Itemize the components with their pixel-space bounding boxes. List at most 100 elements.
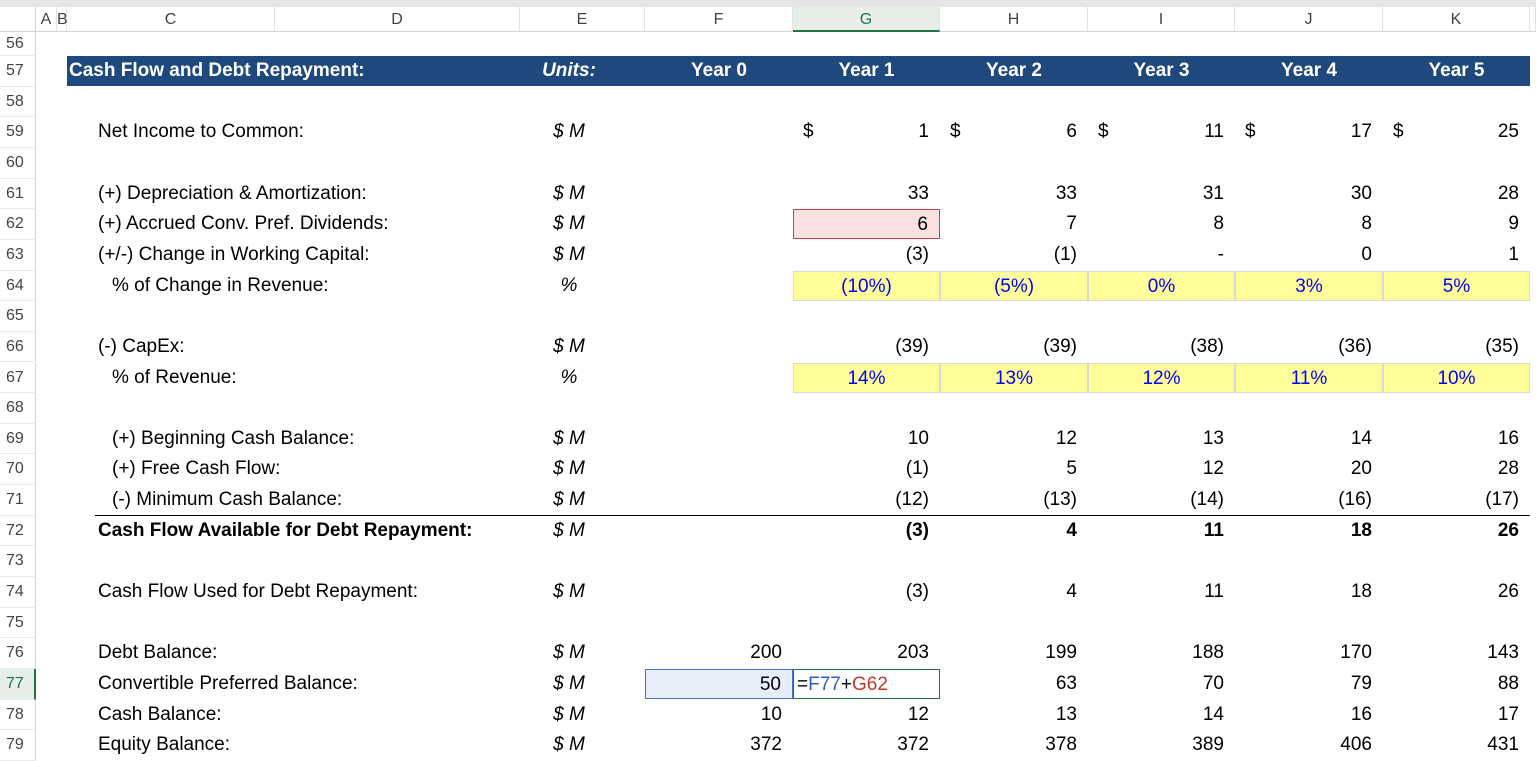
value-cell-F76[interactable]: 200 [750, 642, 782, 664]
value-cell-H71[interactable]: (13) [1043, 489, 1077, 511]
column-header-D[interactable]: D [275, 7, 520, 32]
value-cell-I61[interactable]: 31 [1202, 182, 1224, 204]
row-header-71[interactable]: 71 [0, 485, 36, 516]
column-header-J[interactable]: J [1235, 7, 1383, 32]
value-cell-F78[interactable]: 10 [760, 703, 782, 725]
value-cell-K76[interactable]: 143 [1487, 642, 1519, 664]
value-cell-J67[interactable]: 11% [1235, 362, 1383, 393]
value-cell-I64[interactable]: 0% [1088, 270, 1235, 301]
value-cell-J66[interactable]: (36) [1338, 335, 1372, 357]
row-header-66[interactable]: 66 [0, 331, 36, 363]
value-cell-K63[interactable]: 1 [1508, 243, 1519, 265]
value-cell-I77[interactable]: 70 [1202, 673, 1224, 694]
row-header-78[interactable]: 78 [0, 699, 36, 731]
value-cell-I72[interactable]: 11 [1203, 519, 1224, 541]
value-cell-K74[interactable]: 26 [1497, 581, 1519, 603]
column-header-E[interactable]: E [520, 7, 645, 32]
select-all-corner[interactable] [0, 7, 36, 32]
row-header-79[interactable]: 79 [0, 730, 36, 761]
value-cell-G72[interactable]: (3) [905, 519, 929, 541]
column-header-I[interactable]: I [1088, 7, 1235, 32]
value-cell-H64[interactable]: (5%) [940, 270, 1088, 301]
value-cell-H67[interactable]: 13% [940, 362, 1088, 393]
value-cell-J78[interactable]: 16 [1350, 703, 1372, 725]
row-header-68[interactable]: 68 [0, 393, 36, 424]
value-cell-K59[interactable]: 25 [1497, 121, 1519, 143]
value-cell-J74[interactable]: 18 [1350, 581, 1372, 603]
value-cell-K67[interactable]: 10% [1383, 362, 1530, 393]
value-cell-G67[interactable]: 14% [793, 362, 940, 393]
value-cell-I76[interactable]: 188 [1192, 642, 1224, 664]
value-cell-K78[interactable]: 17 [1497, 703, 1519, 725]
column-header-H[interactable]: H [940, 7, 1088, 32]
value-cell-K66[interactable]: (35) [1485, 335, 1519, 357]
value-cell-G59[interactable]: 1 [918, 121, 929, 143]
column-header-F[interactable]: F [645, 7, 793, 32]
value-cell-J72[interactable]: 18 [1350, 519, 1372, 541]
row-header-77[interactable]: 77 [0, 669, 36, 700]
value-cell-I78[interactable]: 14 [1202, 703, 1224, 725]
value-cell-I79[interactable]: 389 [1192, 734, 1224, 756]
value-cell-J64[interactable]: 3% [1235, 270, 1383, 301]
row-header-72[interactable]: 72 [0, 515, 36, 547]
value-cell-H78[interactable]: 13 [1055, 703, 1077, 725]
value-cell-H66[interactable]: (39) [1043, 335, 1077, 357]
value-cell-K64[interactable]: 5% [1383, 270, 1530, 301]
value-cell-H63[interactable]: (1) [1053, 243, 1077, 265]
row-header-56[interactable]: 56 [0, 32, 36, 56]
value-cell-G74[interactable]: (3) [905, 581, 929, 603]
column-header-G[interactable]: G [793, 7, 940, 32]
value-cell-J79[interactable]: 406 [1340, 734, 1372, 756]
value-cell-H77[interactable]: 63 [1055, 673, 1077, 694]
value-cell-K77[interactable]: 88 [1497, 673, 1519, 694]
row-header-69[interactable]: 69 [0, 423, 36, 455]
value-cell-H59[interactable]: 6 [1066, 121, 1077, 143]
value-cell-K69[interactable]: 16 [1497, 427, 1519, 449]
value-cell-I70[interactable]: 12 [1202, 458, 1224, 480]
value-cell-H69[interactable]: 12 [1055, 427, 1077, 449]
value-cell-J77[interactable]: 79 [1350, 673, 1372, 694]
value-cell-K70[interactable]: 28 [1497, 458, 1519, 480]
highlighted-cell-G62[interactable]: 6 [793, 209, 940, 240]
value-cell-H74[interactable]: 4 [1066, 581, 1077, 603]
row-header-60[interactable]: 60 [0, 147, 36, 179]
column-header-K[interactable]: K [1383, 7, 1530, 32]
value-cell-H70[interactable]: 5 [1066, 458, 1077, 480]
row-header-61[interactable]: 61 [0, 178, 36, 210]
column-header-A[interactable]: A [36, 7, 57, 32]
value-cell-J62[interactable]: 8 [1361, 213, 1372, 235]
column-header-C[interactable]: C [67, 7, 275, 32]
row-header-62[interactable]: 62 [0, 209, 36, 240]
value-cell-G76[interactable]: 203 [897, 642, 929, 664]
value-cell-J63[interactable]: 0 [1361, 243, 1372, 265]
value-cell-K72[interactable]: 26 [1497, 519, 1519, 541]
column-header-B[interactable]: B [57, 7, 68, 32]
value-cell-H79[interactable]: 378 [1045, 734, 1077, 756]
row-header-73[interactable]: 73 [0, 546, 36, 578]
value-cell-F79[interactable]: 372 [750, 734, 782, 756]
value-cell-I67[interactable]: 12% [1088, 362, 1235, 393]
row-header-58[interactable]: 58 [0, 86, 36, 118]
row-header-57[interactable]: 57 [0, 56, 36, 87]
value-cell-H62[interactable]: 7 [1066, 213, 1077, 235]
value-cell-K61[interactable]: 28 [1497, 182, 1519, 204]
row-header-76[interactable]: 76 [0, 638, 36, 669]
value-cell-G70[interactable]: (1) [905, 458, 929, 480]
value-cell-I62[interactable]: 8 [1213, 213, 1224, 235]
row-header-75[interactable]: 75 [0, 607, 36, 639]
row-header-67[interactable]: 67 [0, 362, 36, 394]
editing-cell-G77[interactable]: =F77+G62 [793, 669, 940, 699]
value-cell-I71[interactable]: (14) [1190, 489, 1224, 511]
value-cell-I69[interactable]: 13 [1202, 427, 1224, 449]
value-cell-G71[interactable]: (12) [895, 489, 929, 511]
value-cell-G61[interactable]: 33 [907, 182, 929, 204]
selected-cell-F77[interactable]: 50 [645, 669, 793, 699]
value-cell-H72[interactable]: 4 [1066, 519, 1077, 541]
row-header-74[interactable]: 74 [0, 577, 36, 608]
value-cell-G69[interactable]: 10 [907, 427, 929, 449]
row-header-64[interactable]: 64 [0, 270, 36, 302]
value-cell-H76[interactable]: 199 [1045, 642, 1077, 664]
row-header-70[interactable]: 70 [0, 454, 36, 486]
value-cell-G64[interactable]: (10%) [793, 270, 940, 301]
value-cell-J59[interactable]: 17 [1350, 121, 1372, 143]
